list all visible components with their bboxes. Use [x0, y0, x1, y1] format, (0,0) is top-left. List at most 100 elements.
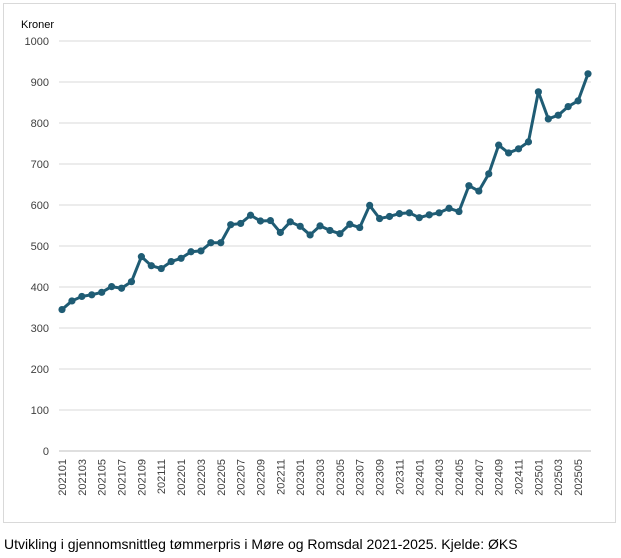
- x-tick-label: 202501: [533, 459, 545, 496]
- y-tick-label: 900: [31, 77, 49, 89]
- data-point: [296, 222, 304, 230]
- series-line: [60, 72, 590, 312]
- x-tick-label: 202305: [335, 459, 347, 496]
- data-point: [197, 247, 205, 255]
- x-tick-label: 202311: [394, 459, 406, 495]
- y-tick-labels: 0 100 200 300 400 500 600 700 800 900 1000: [25, 36, 49, 458]
- x-tick-label: 202111: [156, 459, 168, 494]
- x-tick-label: 202301: [295, 459, 307, 496]
- data-point: [574, 97, 582, 105]
- data-point: [256, 217, 265, 225]
- x-tick-label: 202411: [514, 459, 526, 495]
- data-point: [316, 222, 324, 230]
- x-tick-label: 202201: [176, 459, 188, 496]
- data-point: [485, 170, 493, 178]
- x-tick-label: 202503: [553, 459, 565, 496]
- y-tick-label: 200: [31, 364, 49, 376]
- data-point: [276, 228, 284, 237]
- y-axis-label: Kroner: [21, 19, 54, 31]
- data-point: [78, 292, 86, 301]
- data-point: [137, 253, 145, 261]
- x-tick-label: 202405: [454, 459, 466, 496]
- data-point: [475, 187, 483, 195]
- x-tick-label: 202109: [136, 459, 148, 496]
- data-point: [266, 216, 275, 225]
- data-point: [524, 138, 533, 146]
- x-tick-label: 202209: [255, 459, 267, 496]
- data-point: [435, 209, 443, 217]
- data-point: [385, 212, 394, 221]
- x-tick-label: 202211: [275, 459, 287, 495]
- data-point: [98, 288, 106, 296]
- data-point: [187, 248, 195, 256]
- data-point: [207, 239, 215, 247]
- x-tick-label: 202309: [375, 459, 387, 496]
- data-point: [108, 282, 116, 291]
- data-point: [405, 209, 413, 217]
- data-point: [227, 221, 235, 229]
- data-point: [544, 115, 552, 123]
- y-tick-label: 800: [31, 118, 49, 130]
- data-point: [455, 207, 463, 216]
- x-tick-label: 202401: [414, 459, 426, 496]
- chart-frame: Kroner 0 100 200 300 400 500 600 700 800 900 1000 …: [3, 3, 616, 523]
- x-tick-label: 202207: [236, 459, 248, 496]
- series-layer: [58, 70, 592, 314]
- data-point: [127, 278, 136, 286]
- x-tick-label: 202403: [434, 459, 446, 496]
- data-point: [445, 204, 453, 212]
- x-tick-label: 202101: [57, 459, 69, 496]
- y-tick-label: 100: [31, 405, 49, 417]
- data-point: [306, 231, 314, 239]
- data-point: [147, 262, 155, 270]
- x-tick-label: 202307: [355, 459, 367, 496]
- data-point: [88, 291, 96, 299]
- data-point: [336, 230, 344, 238]
- x-tick-label: 202203: [196, 459, 208, 496]
- data-point: [237, 219, 245, 228]
- data-point: [68, 297, 76, 305]
- y-tick-label: 700: [31, 159, 49, 171]
- data-point: [366, 201, 374, 210]
- x-tick-label: 202409: [494, 459, 506, 496]
- y-tick-label: 1000: [25, 36, 49, 48]
- y-tick-label: 0: [43, 446, 49, 458]
- data-point: [395, 210, 404, 218]
- data-point: [167, 257, 175, 266]
- x-tick-label: 202407: [474, 459, 486, 496]
- x-tick-label: 202303: [315, 459, 327, 496]
- data-point: [246, 211, 255, 219]
- data-point: [425, 211, 433, 219]
- x-tick-label: 202107: [117, 459, 129, 496]
- figure-caption: Utvikling i gjennomsnittleg tømmerpris i…: [4, 536, 518, 552]
- data-point: [346, 220, 354, 228]
- data-point: [157, 264, 165, 273]
- data-point: [217, 239, 225, 247]
- x-tick-label: 202505: [573, 459, 585, 496]
- line-chart: Kroner 01002003004005006007008009001000 …: [21, 19, 592, 496]
- data-point: [564, 103, 572, 111]
- data-point: [514, 145, 523, 153]
- data-point: [375, 214, 384, 223]
- grid-lines: [59, 40, 591, 452]
- data-point: [117, 284, 126, 292]
- data-point: [415, 214, 423, 222]
- data-point: [356, 223, 364, 232]
- x-tick-label: 202105: [97, 459, 109, 496]
- data-point: [326, 226, 334, 235]
- x-tick-label: 202103: [77, 459, 89, 496]
- y-tick-label: 600: [31, 200, 49, 212]
- data-point: [554, 111, 562, 119]
- y-tick-label: 500: [31, 241, 49, 253]
- x-tick-label: 202205: [216, 459, 228, 496]
- data-point: [584, 70, 592, 78]
- data-point: [505, 149, 513, 157]
- x-tick-labels: 202101 202103 202105 202107 202109 202111 2022…: [57, 459, 585, 496]
- data-point: [177, 254, 185, 262]
- data-point: [495, 141, 503, 149]
- y-tick-label: 400: [31, 282, 49, 294]
- y-tick-label: 300: [31, 323, 49, 335]
- data-point: [286, 218, 294, 226]
- data-point: [58, 305, 66, 314]
- data-point: [534, 88, 542, 96]
